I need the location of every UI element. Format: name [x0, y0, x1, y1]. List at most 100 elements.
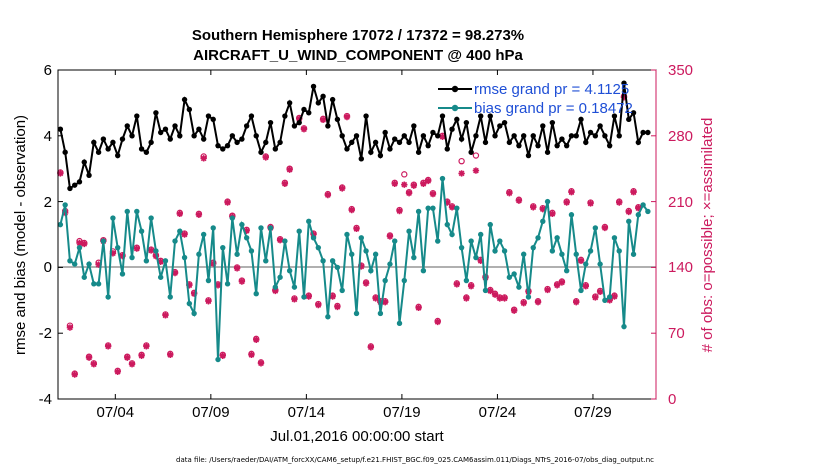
obs-assimilated-point — [257, 360, 265, 367]
bias-point — [91, 281, 97, 287]
rmse-point — [554, 142, 560, 149]
obs-assimilated-point — [81, 240, 88, 248]
obs-assimilated-point — [71, 371, 78, 378]
bias-series-line — [59, 178, 649, 360]
obs-assimilated-point — [396, 207, 403, 215]
obs-assimilated-point — [448, 204, 456, 211]
rmse-point — [525, 152, 532, 159]
rmse-point — [334, 116, 341, 123]
rmse-point — [72, 182, 78, 188]
rmse-point — [129, 133, 135, 139]
rmse-point — [267, 119, 274, 126]
rmse-point — [186, 106, 193, 113]
rmse-point — [76, 179, 83, 185]
bias-point — [310, 235, 317, 241]
obs-assimilated-point — [319, 116, 327, 124]
obs-possible-point — [401, 171, 408, 178]
rmse-point — [248, 113, 255, 119]
obs-assimilated-point — [467, 283, 475, 290]
bias-point — [325, 314, 331, 320]
rmse-point — [372, 139, 379, 146]
bias-point — [81, 274, 87, 280]
obs-possible-point — [458, 157, 465, 165]
bias-point — [277, 274, 283, 280]
obs-assimilated-point — [625, 208, 632, 216]
y2-tick-label: 210 — [668, 194, 693, 211]
rmse-point — [286, 100, 293, 106]
obs-assimilated-point — [358, 263, 365, 270]
rmse-point — [105, 146, 111, 152]
obs-assimilated-point — [401, 181, 408, 188]
bias-point — [525, 294, 532, 300]
obs-assimilated-point — [305, 293, 312, 300]
bias-point — [100, 238, 107, 244]
rmse-point — [458, 136, 465, 142]
obs-assimilated-point — [205, 298, 212, 305]
bias-point — [191, 310, 197, 317]
bias-point — [478, 231, 484, 238]
rmse-point — [621, 80, 627, 86]
rmse-point — [258, 149, 264, 155]
rmse-point — [162, 126, 169, 132]
obs-assimilated-point — [195, 211, 203, 218]
obs-assimilated-point — [262, 154, 269, 161]
plot-area — [58, 70, 656, 399]
bias-point — [454, 205, 460, 211]
bias-point — [86, 261, 92, 267]
rmse-point — [430, 129, 436, 136]
bias-point — [406, 228, 412, 234]
rmse-point — [358, 156, 364, 162]
bias-point — [439, 175, 446, 182]
rmse-point — [329, 96, 336, 103]
x-axis-label: Jul.01,2016 00:00:00 start — [270, 428, 444, 445]
rmse-point — [325, 123, 331, 129]
obs-assimilated-point — [458, 170, 465, 177]
obs-assimilated-point — [210, 260, 217, 267]
bias-point — [339, 287, 345, 294]
obs-assimilated-point — [611, 293, 618, 300]
bias-point — [568, 212, 575, 218]
obs-assimilated-point — [372, 295, 379, 302]
rmse-point — [191, 133, 197, 139]
obs-assimilated-point — [587, 200, 594, 207]
rmse-point — [100, 136, 107, 142]
bias-point — [177, 228, 183, 234]
obs-assimilated-point — [272, 287, 279, 295]
x-tick-label: 07/29 — [574, 404, 612, 421]
y-tick-label: -2 — [39, 325, 52, 342]
bias-point — [630, 251, 637, 257]
bias-point — [105, 294, 111, 300]
bias-point — [559, 251, 565, 257]
rmse-point — [296, 119, 302, 126]
right-axis-ticks: 0 70 140 210 280 350 — [651, 62, 693, 408]
bias-point — [549, 248, 556, 254]
rmse-point — [501, 119, 508, 126]
rmse-point — [181, 96, 188, 103]
bias-point — [611, 235, 618, 241]
obs-assimilated-point — [544, 286, 551, 294]
obs-assimilated-point — [362, 280, 370, 287]
obs-assimilated-point — [286, 166, 293, 173]
obs-assimilated-point — [124, 354, 131, 361]
rmse-point — [306, 110, 312, 116]
obs-assimilated-point — [348, 206, 355, 214]
rmse-point — [468, 149, 474, 155]
rmse-point — [62, 149, 68, 155]
rmse-point — [172, 123, 178, 129]
bias-point — [138, 228, 145, 234]
rmse-point — [57, 126, 64, 132]
bias-point — [372, 251, 379, 257]
bias-point — [181, 254, 188, 261]
bias-point — [573, 251, 579, 257]
obs-assimilated-point — [620, 94, 628, 101]
obs-assimilated-point — [539, 205, 546, 213]
rmse-point — [606, 142, 613, 149]
legend-rmse-marker — [451, 85, 459, 93]
bias-point — [76, 244, 83, 251]
rmse-point — [339, 133, 345, 139]
obs-assimilated-point — [143, 343, 150, 350]
bias-point — [487, 221, 493, 228]
rmse-point — [234, 139, 240, 146]
rmse-point — [205, 113, 212, 119]
bias-point — [248, 248, 255, 254]
